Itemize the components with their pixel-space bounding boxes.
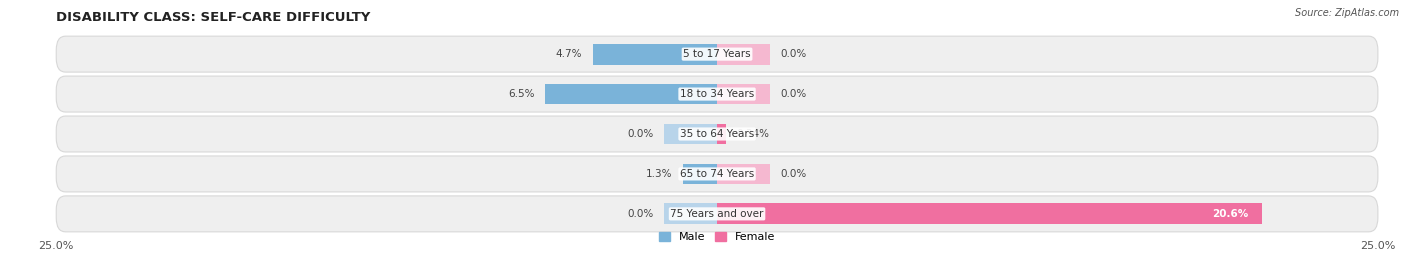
Bar	[593, 44, 717, 65]
Text: 0.0%: 0.0%	[780, 169, 807, 179]
Text: 35 to 64 Years: 35 to 64 Years	[681, 129, 754, 139]
Bar	[717, 84, 770, 105]
Text: 0.0%: 0.0%	[627, 209, 654, 219]
FancyBboxPatch shape	[56, 116, 1378, 152]
Bar	[717, 163, 770, 184]
Bar	[717, 124, 725, 144]
FancyBboxPatch shape	[56, 196, 1378, 232]
Text: 0.0%: 0.0%	[780, 89, 807, 99]
Text: Source: ZipAtlas.com: Source: ZipAtlas.com	[1295, 8, 1399, 18]
FancyBboxPatch shape	[56, 76, 1378, 112]
Bar	[546, 84, 717, 105]
Bar	[717, 203, 1261, 224]
Text: 65 to 74 Years: 65 to 74 Years	[681, 169, 754, 179]
Text: 6.5%: 6.5%	[508, 89, 534, 99]
Bar	[664, 203, 717, 224]
Text: 4.7%: 4.7%	[555, 49, 582, 59]
Text: 0.34%: 0.34%	[737, 129, 769, 139]
Text: DISABILITY CLASS: SELF-CARE DIFFICULTY: DISABILITY CLASS: SELF-CARE DIFFICULTY	[56, 11, 371, 24]
Text: 18 to 34 Years: 18 to 34 Years	[681, 89, 754, 99]
Bar	[683, 163, 717, 184]
FancyBboxPatch shape	[56, 156, 1378, 192]
Bar	[664, 124, 717, 144]
FancyBboxPatch shape	[56, 36, 1378, 72]
Bar	[717, 44, 770, 65]
Text: 5 to 17 Years: 5 to 17 Years	[683, 49, 751, 59]
Text: 75 Years and over: 75 Years and over	[671, 209, 763, 219]
Text: 0.0%: 0.0%	[780, 49, 807, 59]
Text: 20.6%: 20.6%	[1212, 209, 1249, 219]
Text: 0.0%: 0.0%	[627, 129, 654, 139]
Legend: Male, Female: Male, Female	[655, 227, 779, 247]
Text: 1.3%: 1.3%	[645, 169, 672, 179]
